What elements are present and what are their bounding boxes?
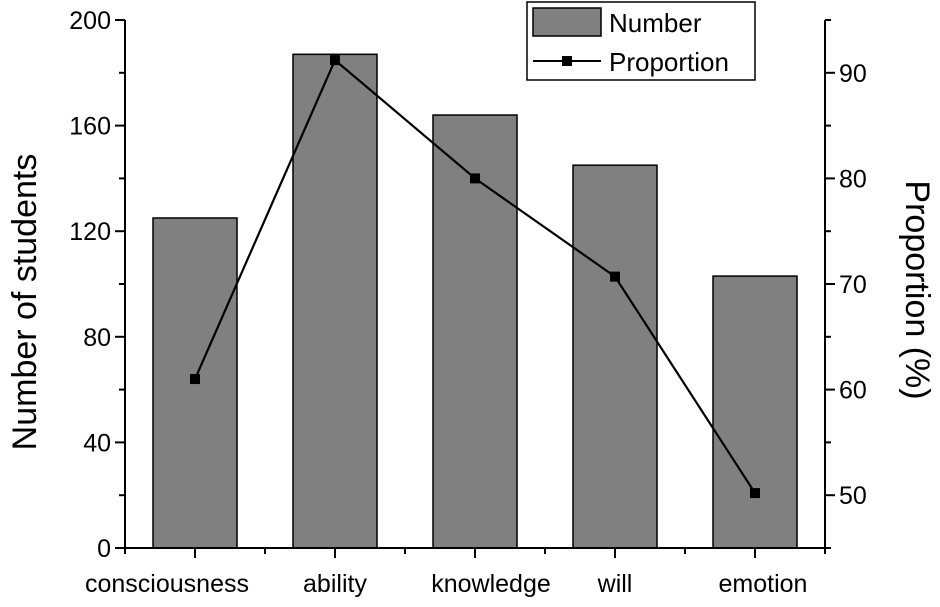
x-tick-label-knowledge: knowledge <box>431 570 551 598</box>
proportion-point-ability <box>330 55 340 66</box>
bar-ability <box>292 53 378 549</box>
proportion-point-knowledge <box>470 173 480 184</box>
proportion-point-will <box>610 271 620 282</box>
legend: Number Proportion <box>526 1 756 81</box>
legend-label-number: Number <box>609 8 702 38</box>
y2-tick-label-50: 50 <box>839 482 867 510</box>
y2-tick-label-70: 70 <box>839 271 867 299</box>
y-tick-label-40: 40 <box>83 429 111 457</box>
y2-tick-label-90: 90 <box>839 60 867 88</box>
legend-marker-proportion <box>562 56 572 66</box>
proportion-point-emotion <box>750 488 760 499</box>
bar-will <box>572 164 658 549</box>
y-tick-label-160: 160 <box>69 113 111 141</box>
x-tick-label-will: will <box>597 570 633 598</box>
y-tick-label-200: 200 <box>69 7 111 35</box>
y-tick-label-0: 0 <box>97 535 111 563</box>
bars-layer <box>152 53 798 549</box>
x-tick-label-consciousness: consciousness <box>85 570 249 598</box>
y-axis-title: Number of students <box>6 154 44 451</box>
bar-knowledge <box>432 114 518 549</box>
y2-tick-label-80: 80 <box>839 165 867 193</box>
line-layer <box>190 55 760 499</box>
ticks-layer: 0 40 80 120 160 200 50 60 70 80 90 consciousness abi… <box>69 7 867 598</box>
y-tick-label-120: 120 <box>69 218 111 246</box>
x-tick-label-ability: ability <box>303 570 367 598</box>
y2-tick-label-60: 60 <box>839 377 867 405</box>
y-tick-label-80: 80 <box>83 324 111 352</box>
bar-emotion <box>712 275 798 549</box>
legend-swatch-number <box>532 7 602 37</box>
y2-axis-title: Proportion (%) <box>898 180 936 399</box>
x-tick-label-emotion: emotion <box>719 570 808 598</box>
proportion-point-consciousness <box>190 374 200 385</box>
legend-label-proportion: Proportion <box>609 47 729 77</box>
